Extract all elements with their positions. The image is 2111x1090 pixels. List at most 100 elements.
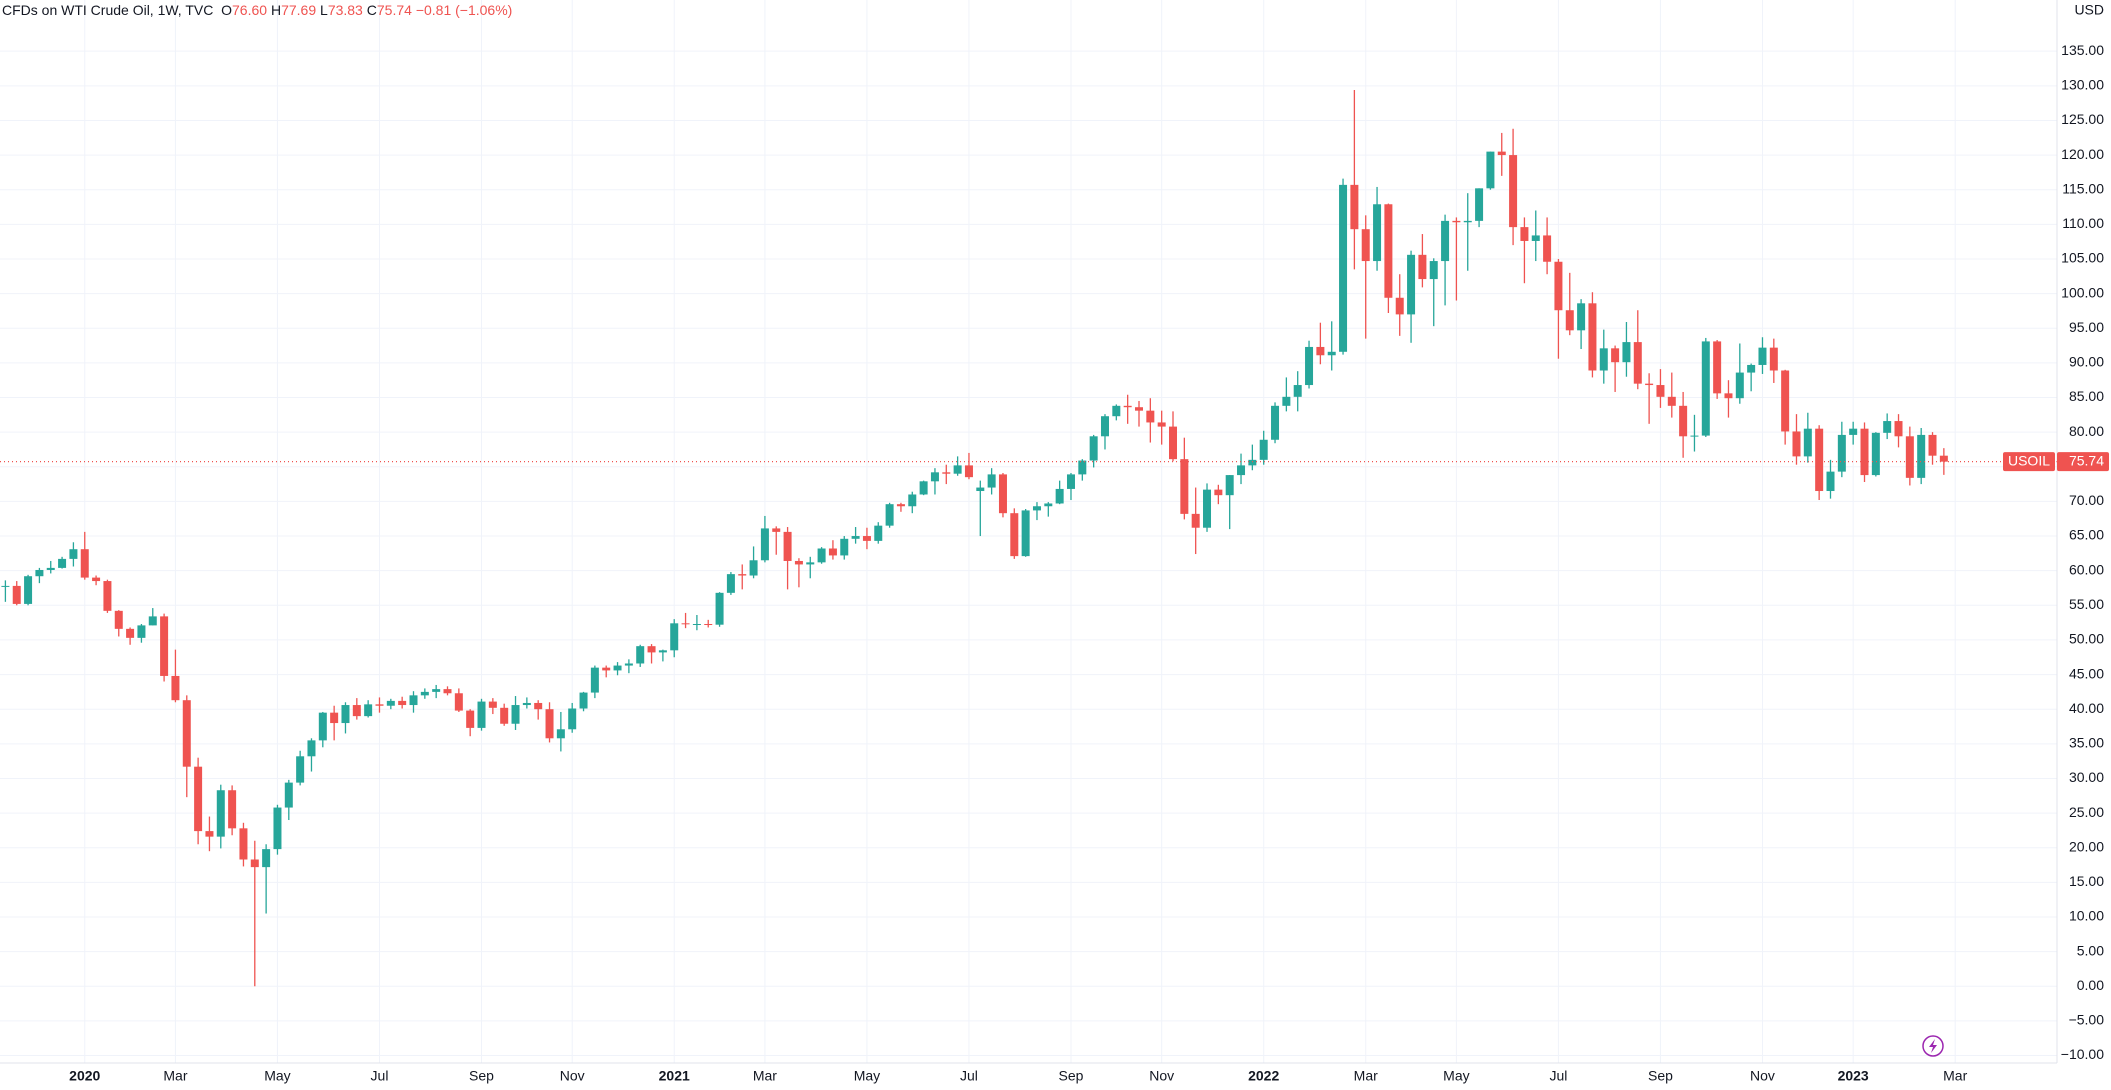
candle-body (194, 766, 203, 832)
y-tick-label: 90.00 (2069, 354, 2104, 370)
candle-body (874, 525, 883, 541)
y-tick-label: 115.00 (2062, 180, 2104, 196)
candle-body (1486, 151, 1495, 189)
candle-body (1826, 471, 1835, 492)
candle-body (1928, 434, 1937, 456)
candle-body (1565, 310, 1574, 331)
x-tick-label: May (854, 1068, 880, 1084)
y-unit: USD (2074, 2, 2104, 18)
alert-icon[interactable] (1922, 1035, 1944, 1057)
candle-body (1, 585, 10, 587)
candle-body (1645, 383, 1654, 386)
candle-body (330, 712, 339, 724)
candle-body (409, 695, 418, 706)
candle-body (364, 704, 373, 717)
candle-body (624, 663, 633, 666)
ohlc-key: O (221, 2, 233, 18)
y-tick-label: 65.00 (2069, 527, 2104, 543)
y-tick-label: 60.00 (2069, 561, 2104, 577)
candle-body (1577, 303, 1586, 331)
candle-body (670, 623, 679, 651)
candle-body (1894, 421, 1903, 437)
candle-body (1282, 396, 1291, 406)
candle-body (953, 465, 962, 474)
candle-body (477, 701, 486, 728)
x-tick-label: Jul (960, 1068, 978, 1084)
x-tick-label: Mar (1943, 1068, 1967, 1084)
candle-body (205, 831, 214, 837)
candle-body (273, 807, 282, 850)
candle-body (1849, 428, 1858, 435)
candle-body (908, 494, 917, 507)
candle-body (1100, 416, 1109, 437)
candle-body (1316, 346, 1325, 356)
candle-body (1939, 455, 1948, 462)
ohlc-value: 77.69 (281, 2, 317, 18)
candle-body (658, 650, 667, 653)
candle-body (534, 702, 543, 710)
change: −0.81 (−1.06%) (415, 2, 513, 18)
legend: CFDs on WTI Crude Oil, 1W, TVC O76.60 H7… (2, 2, 512, 18)
candle-body (1905, 436, 1914, 478)
candle-body (1815, 428, 1824, 492)
y-tick-label: 80.00 (2069, 423, 2104, 439)
x-tick-label: 2021 (659, 1068, 690, 1084)
candle-body (1452, 220, 1461, 223)
candle-body (862, 536, 871, 541)
candle-body (919, 481, 928, 495)
y-tick-label: 40.00 (2069, 700, 2104, 716)
candle-body (1089, 436, 1098, 461)
candle-body (386, 700, 395, 706)
y-tick-label: 95.00 (2069, 319, 2104, 335)
x-tick-label: Sep (1059, 1068, 1084, 1084)
candle-body (1724, 393, 1733, 399)
candle-body (828, 548, 837, 556)
candle-body (160, 616, 169, 676)
candle-body (1032, 506, 1041, 511)
symbol-label: USOIL (2008, 452, 2050, 468)
candle-body (1021, 510, 1030, 557)
candle-body (352, 705, 361, 717)
y-tick-label: 120.00 (2061, 146, 2104, 162)
candle-body (114, 610, 123, 629)
candle-body (1305, 346, 1314, 386)
y-tick-label: 100.00 (2061, 284, 2104, 300)
candles (0, 89, 2057, 987)
candle-body (1792, 431, 1801, 457)
candle-body (1769, 347, 1778, 371)
candle-body (103, 581, 112, 611)
candle-body (1248, 459, 1257, 466)
candle-body (794, 560, 803, 565)
candle-body (318, 712, 327, 741)
candle-body (1599, 348, 1608, 371)
candle-body (1554, 261, 1563, 311)
candle-body (556, 729, 565, 739)
candle-body (1180, 459, 1189, 514)
candle-body (1622, 342, 1631, 363)
candle-body (488, 701, 497, 708)
candle-body (58, 558, 67, 568)
candle-body (1327, 351, 1336, 356)
candle-body (1713, 341, 1722, 394)
price-label: 75.74 (2069, 452, 2104, 468)
candle-body (46, 567, 55, 570)
candle-body (171, 675, 180, 701)
x-tick-label: 2020 (69, 1068, 100, 1084)
candle-body (1520, 227, 1529, 241)
y-tick-label: 5.00 (2077, 942, 2104, 958)
y-tick-label: 10.00 (2069, 908, 2104, 924)
candle-body (568, 708, 577, 730)
y-tick-label: 20.00 (2069, 838, 2104, 854)
ohlc-key: C (366, 2, 377, 18)
candle-body (749, 560, 758, 576)
candle-body (817, 548, 826, 563)
candle-body (1339, 184, 1348, 352)
candle-body (341, 705, 350, 724)
candle-body (126, 628, 135, 638)
candle-body (602, 667, 611, 671)
x-tick-label: May (264, 1068, 290, 1084)
candle-body (1747, 364, 1756, 373)
candle-body (398, 700, 407, 706)
candle-body (432, 689, 441, 692)
